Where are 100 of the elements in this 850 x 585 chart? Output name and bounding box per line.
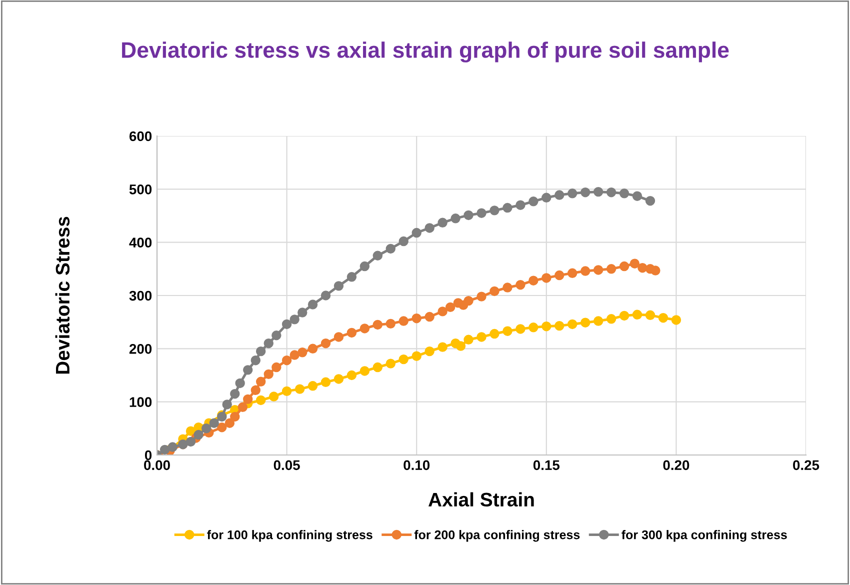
point: [476, 208, 486, 218]
point: [632, 310, 642, 320]
point: [568, 188, 578, 198]
point: [606, 187, 616, 198]
point: [568, 268, 578, 278]
x-tick-label: 0.00: [144, 460, 170, 470]
point: [412, 351, 422, 361]
point: [186, 436, 196, 447]
point: [528, 276, 538, 286]
point: [386, 244, 396, 254]
point: [456, 341, 466, 351]
point: [308, 381, 318, 391]
point: [542, 192, 552, 203]
y-tick-label: 600: [129, 131, 152, 142]
point: [282, 386, 292, 396]
point: [580, 266, 590, 276]
point: [230, 388, 240, 399]
point: [308, 300, 318, 310]
point: [256, 376, 266, 386]
point: [658, 312, 668, 323]
point: [502, 326, 512, 336]
point: [490, 206, 500, 216]
point: [464, 334, 474, 344]
point: [264, 369, 274, 380]
point: [528, 322, 538, 332]
point: [476, 292, 486, 302]
point: [334, 281, 344, 291]
point: [619, 261, 630, 272]
point: [516, 280, 526, 290]
point: [294, 384, 305, 394]
point: [606, 314, 616, 324]
point: [298, 308, 308, 318]
point: [542, 321, 552, 332]
point: [250, 356, 261, 366]
y-axis-title: Deviatoric Stress: [55, 216, 70, 374]
point: [224, 418, 235, 428]
point: [290, 314, 300, 324]
point: [222, 400, 232, 410]
point: [671, 315, 682, 325]
point: [282, 319, 292, 330]
legend-label: for 200 kpa confining stress: [414, 530, 580, 542]
point: [230, 412, 240, 422]
point: [256, 395, 266, 406]
point: [320, 377, 331, 388]
x-tick-label: 0.05: [274, 460, 300, 470]
point: [619, 310, 630, 321]
y-tick-label: 200: [129, 344, 152, 354]
point: [298, 348, 308, 358]
point: [334, 374, 344, 384]
point: [250, 385, 261, 395]
point: [268, 392, 279, 402]
point: [424, 312, 434, 322]
point: [554, 270, 564, 280]
point: [424, 346, 434, 356]
y-tick-label: 300: [129, 290, 152, 301]
point: [502, 202, 512, 213]
point: [308, 344, 318, 354]
y-tick-label: 100: [130, 397, 152, 408]
point: [568, 319, 578, 330]
y-tick-label: 0: [144, 450, 152, 460]
point: [272, 330, 282, 340]
point: [593, 186, 604, 197]
point: [464, 210, 474, 220]
point: [398, 316, 408, 326]
y-tick-label: 400: [129, 238, 152, 248]
legend-label: for 300 kpa confining stress: [622, 530, 787, 542]
point: [424, 223, 434, 233]
point: [398, 354, 408, 364]
point: [630, 258, 640, 268]
point: [160, 444, 170, 455]
point: [650, 266, 660, 276]
x-tick-label: 0.25: [793, 460, 820, 470]
x-tick-label: 0.15: [533, 460, 560, 470]
point: [580, 318, 590, 328]
point: [450, 214, 460, 224]
point: [282, 356, 292, 366]
point: [542, 273, 552, 283]
point: [238, 402, 248, 412]
point: [398, 236, 408, 246]
point: [320, 290, 331, 300]
point: [502, 282, 512, 292]
point: [386, 358, 396, 368]
point: [412, 228, 422, 238]
point: [645, 310, 656, 320]
point: [272, 362, 282, 372]
point: [645, 196, 656, 206]
point: [438, 306, 448, 316]
point: [593, 316, 604, 326]
y-tick-label: 500: [129, 184, 152, 194]
point: [464, 296, 474, 306]
point: [243, 365, 253, 375]
x-axis-title: Axial Strain: [428, 492, 534, 507]
point: [264, 338, 274, 348]
point: [554, 320, 564, 331]
point: [360, 366, 370, 376]
point: [619, 188, 630, 198]
x-tick-label: 0.10: [404, 460, 430, 470]
point: [235, 378, 245, 388]
point: [168, 442, 178, 452]
point: [346, 370, 357, 380]
